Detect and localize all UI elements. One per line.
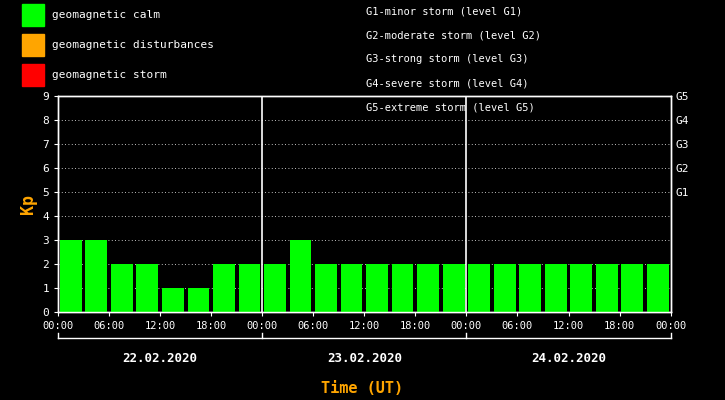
- Y-axis label: Kp: Kp: [19, 194, 37, 214]
- Bar: [366, 264, 388, 312]
- Bar: [60, 240, 82, 312]
- Text: G1-minor storm (level G1): G1-minor storm (level G1): [366, 6, 523, 16]
- Bar: [86, 240, 107, 312]
- Bar: [621, 264, 643, 312]
- Bar: [136, 264, 158, 312]
- Bar: [494, 264, 515, 312]
- Bar: [468, 264, 490, 312]
- Text: G2-moderate storm (level G2): G2-moderate storm (level G2): [366, 30, 541, 40]
- Bar: [596, 264, 618, 312]
- Text: G3-strong storm (level G3): G3-strong storm (level G3): [366, 54, 529, 64]
- Text: 22.02.2020: 22.02.2020: [123, 352, 198, 365]
- Bar: [545, 264, 567, 312]
- Bar: [519, 264, 541, 312]
- Text: geomagnetic calm: geomagnetic calm: [52, 10, 160, 20]
- Bar: [443, 264, 465, 312]
- Text: Time (UT): Time (UT): [321, 381, 404, 396]
- Bar: [392, 264, 413, 312]
- Text: 23.02.2020: 23.02.2020: [327, 352, 402, 365]
- Bar: [239, 264, 260, 312]
- Bar: [341, 264, 362, 312]
- Bar: [188, 288, 210, 312]
- Bar: [571, 264, 592, 312]
- Bar: [213, 264, 235, 312]
- Bar: [264, 264, 286, 312]
- Bar: [315, 264, 337, 312]
- Text: 24.02.2020: 24.02.2020: [531, 352, 606, 365]
- Text: G4-severe storm (level G4): G4-severe storm (level G4): [366, 78, 529, 88]
- Text: G5-extreme storm (level G5): G5-extreme storm (level G5): [366, 102, 535, 112]
- Text: geomagnetic storm: geomagnetic storm: [52, 70, 167, 80]
- Bar: [162, 288, 183, 312]
- Text: geomagnetic disturbances: geomagnetic disturbances: [52, 40, 214, 50]
- Bar: [418, 264, 439, 312]
- Bar: [647, 264, 668, 312]
- Bar: [111, 264, 133, 312]
- Bar: [290, 240, 311, 312]
